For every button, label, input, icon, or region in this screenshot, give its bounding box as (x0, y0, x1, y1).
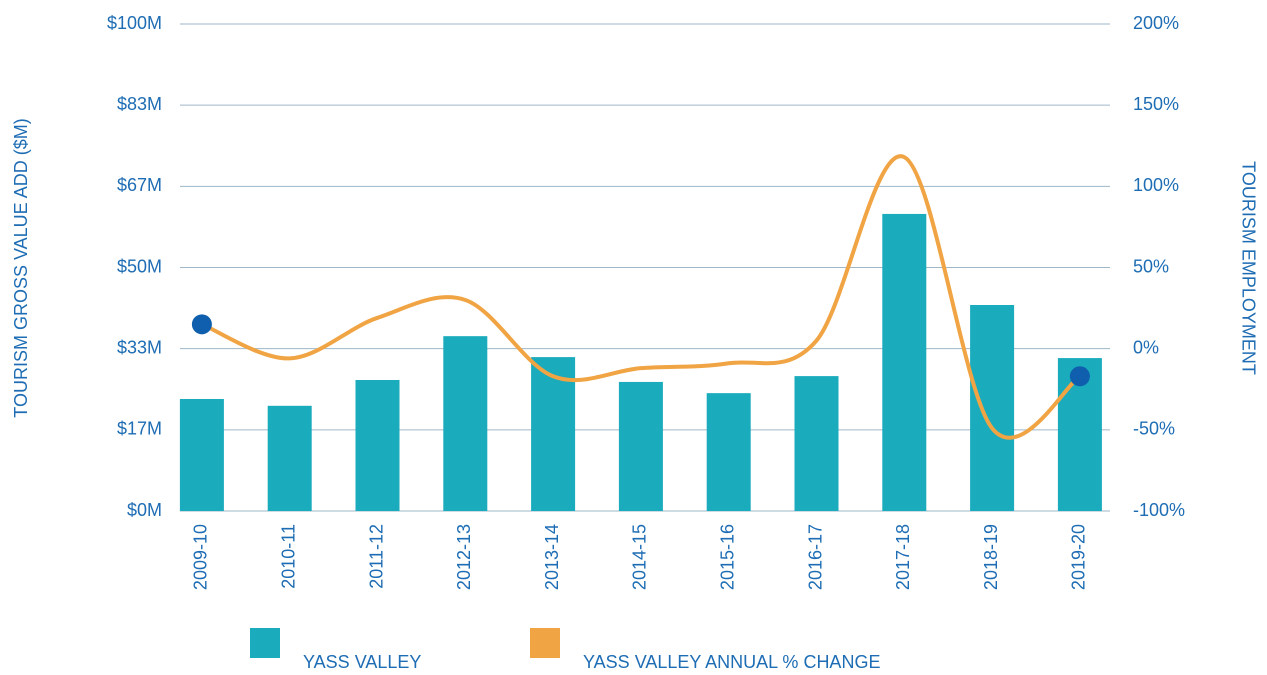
bar (794, 376, 839, 511)
y-tick-label: $17M (117, 419, 162, 439)
line-marker (1069, 366, 1090, 387)
bar (531, 357, 576, 511)
bar (179, 398, 224, 511)
y2-axis-label: TOURISM EMPLOYMENT (1238, 161, 1258, 375)
y2-tick-label: 0% (1133, 337, 1159, 357)
x-tick-label: 2011-12 (366, 524, 386, 589)
x-tick-label: 2019-20 (1069, 524, 1089, 590)
x-tick-label: 2010-11 (278, 524, 298, 589)
y2-tick-label: 150% (1133, 94, 1179, 114)
y2-tick-label: -100% (1133, 500, 1185, 520)
x-tick-label: 2018-19 (981, 524, 1001, 590)
y-tick-label: $33M (117, 337, 162, 357)
y2-tick-label: 200% (1133, 13, 1179, 33)
legend-swatch (530, 628, 560, 658)
bar (882, 213, 927, 511)
x-tick-label: 2016-17 (805, 524, 825, 590)
x-tick-label: 2012-13 (454, 524, 474, 590)
x-tick-label: 2017-18 (893, 524, 913, 590)
legend-label: YASS VALLEY (303, 652, 421, 672)
bar (618, 381, 663, 511)
legend-label: YASS VALLEY ANNUAL % CHANGE (583, 652, 880, 672)
bar (355, 379, 400, 511)
bar (970, 304, 1015, 511)
y-tick-label: $0M (127, 500, 162, 520)
line-marker (191, 314, 212, 335)
y-axis-label: TOURISM GROSS VALUE ADD ($M) (11, 118, 31, 417)
line (201, 154, 1082, 440)
x-tick-label: 2009-10 (191, 524, 211, 590)
x-tick-label: 2014-15 (630, 524, 650, 590)
y-tick-label: $67M (117, 175, 162, 195)
bar (706, 393, 751, 511)
y-tick-label: $83M (117, 94, 162, 114)
x-tick-label: 2013-14 (542, 524, 562, 590)
y2-tick-label: -50% (1133, 419, 1175, 439)
legend-swatch (250, 628, 280, 658)
y2-tick-label: 100% (1133, 175, 1179, 195)
y-tick-label: $100M (107, 13, 162, 33)
bar (267, 405, 312, 511)
y2-tick-label: 50% (1133, 256, 1169, 276)
x-tick-label: 2015-16 (717, 524, 737, 590)
y-tick-label: $50M (117, 256, 162, 276)
bar (443, 336, 488, 511)
